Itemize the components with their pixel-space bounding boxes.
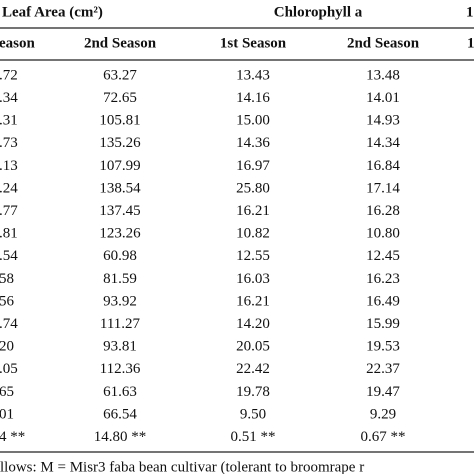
cell: .24 [0, 180, 18, 196]
cell: 14.36 [236, 135, 270, 151]
cell: 25.80 [236, 180, 270, 196]
cell: 81.59 [103, 271, 137, 287]
cell: 19.47 [366, 384, 400, 400]
cell: 107.99 [99, 158, 140, 174]
cell: 72.65 [103, 90, 137, 106]
cell: .74 [0, 316, 18, 332]
cell: 10.80 [366, 226, 400, 242]
cell: .31 [0, 113, 18, 129]
cell: .73 [0, 135, 18, 151]
cell: 17.14 [366, 180, 400, 196]
cell: .13 [0, 158, 18, 174]
group-header: Leaf Area (cm²) [2, 4, 103, 20]
cell: 10.82 [236, 226, 270, 242]
cell: 0.51 ** [231, 429, 276, 445]
cell: 61.63 [103, 384, 137, 400]
cell: 13.48 [366, 67, 400, 83]
group-header: 1 [466, 4, 474, 20]
cell: .34 [0, 90, 18, 106]
cell: 22.37 [366, 361, 400, 377]
column-header: 1st Season [220, 35, 287, 51]
cell: 19.78 [236, 384, 270, 400]
cell: 111.27 [100, 316, 141, 332]
cell: 135.26 [99, 135, 141, 151]
cell: 14.16 [236, 90, 270, 106]
cell: 16.28 [366, 203, 400, 219]
cell: 4 ** [0, 429, 25, 445]
footnote: llows: M = Misr3 faba bean cultivar (tol… [0, 459, 364, 474]
cell: 14.01 [366, 90, 400, 106]
cell: .05 [0, 361, 18, 377]
cell: .54 [0, 248, 18, 264]
cell: 93.92 [103, 293, 137, 309]
cell: 112.36 [100, 361, 141, 377]
cell: 14.80 ** [94, 429, 147, 445]
column-header: 2nd Season [347, 35, 420, 51]
cell: 58 [0, 271, 14, 287]
cell: 14.34 [366, 135, 400, 151]
cell: 16.84 [366, 158, 400, 174]
cell: 9.29 [370, 406, 396, 422]
group-header: Chlorophyll a [274, 4, 363, 20]
column-header: 2nd Season [84, 35, 157, 51]
cell: 63.27 [103, 67, 137, 83]
cell: 9.50 [240, 406, 266, 422]
cell: 65 [0, 384, 14, 400]
cell: 15.99 [366, 316, 400, 332]
cell: 56 [0, 293, 15, 309]
cell: 16.49 [366, 293, 400, 309]
cell: 22.42 [236, 361, 270, 377]
cell: 16.21 [236, 203, 270, 219]
cell: 93.81 [103, 339, 137, 355]
cell: 15.00 [236, 113, 270, 129]
cell: 138.54 [99, 180, 141, 196]
cell: 16.03 [236, 271, 270, 287]
cell: 20 [0, 339, 14, 355]
cell: 14.20 [236, 316, 270, 332]
column-header: 1 [467, 35, 474, 51]
column-header: eason [0, 35, 35, 51]
cell: 19.53 [366, 339, 400, 355]
cell: 16.97 [236, 158, 270, 174]
cell: 123.26 [99, 226, 141, 242]
cell: 66.54 [103, 406, 137, 422]
cell: 137.45 [99, 203, 140, 219]
cell: 16.21 [236, 293, 270, 309]
cell: 12.45 [366, 248, 400, 264]
cell: 0.67 ** [361, 429, 406, 445]
cell: 105.81 [99, 113, 140, 129]
cell: 16.23 [366, 271, 400, 287]
cell: .81 [0, 226, 18, 242]
cell: 60.98 [103, 248, 137, 264]
cell: .77 [0, 203, 18, 219]
cell: 14.93 [366, 113, 400, 129]
cell: 20.05 [236, 339, 270, 355]
cell: 01 [0, 406, 14, 422]
cell: 12.55 [236, 248, 270, 264]
cell: .72 [0, 67, 18, 83]
cell: 13.43 [236, 67, 270, 83]
